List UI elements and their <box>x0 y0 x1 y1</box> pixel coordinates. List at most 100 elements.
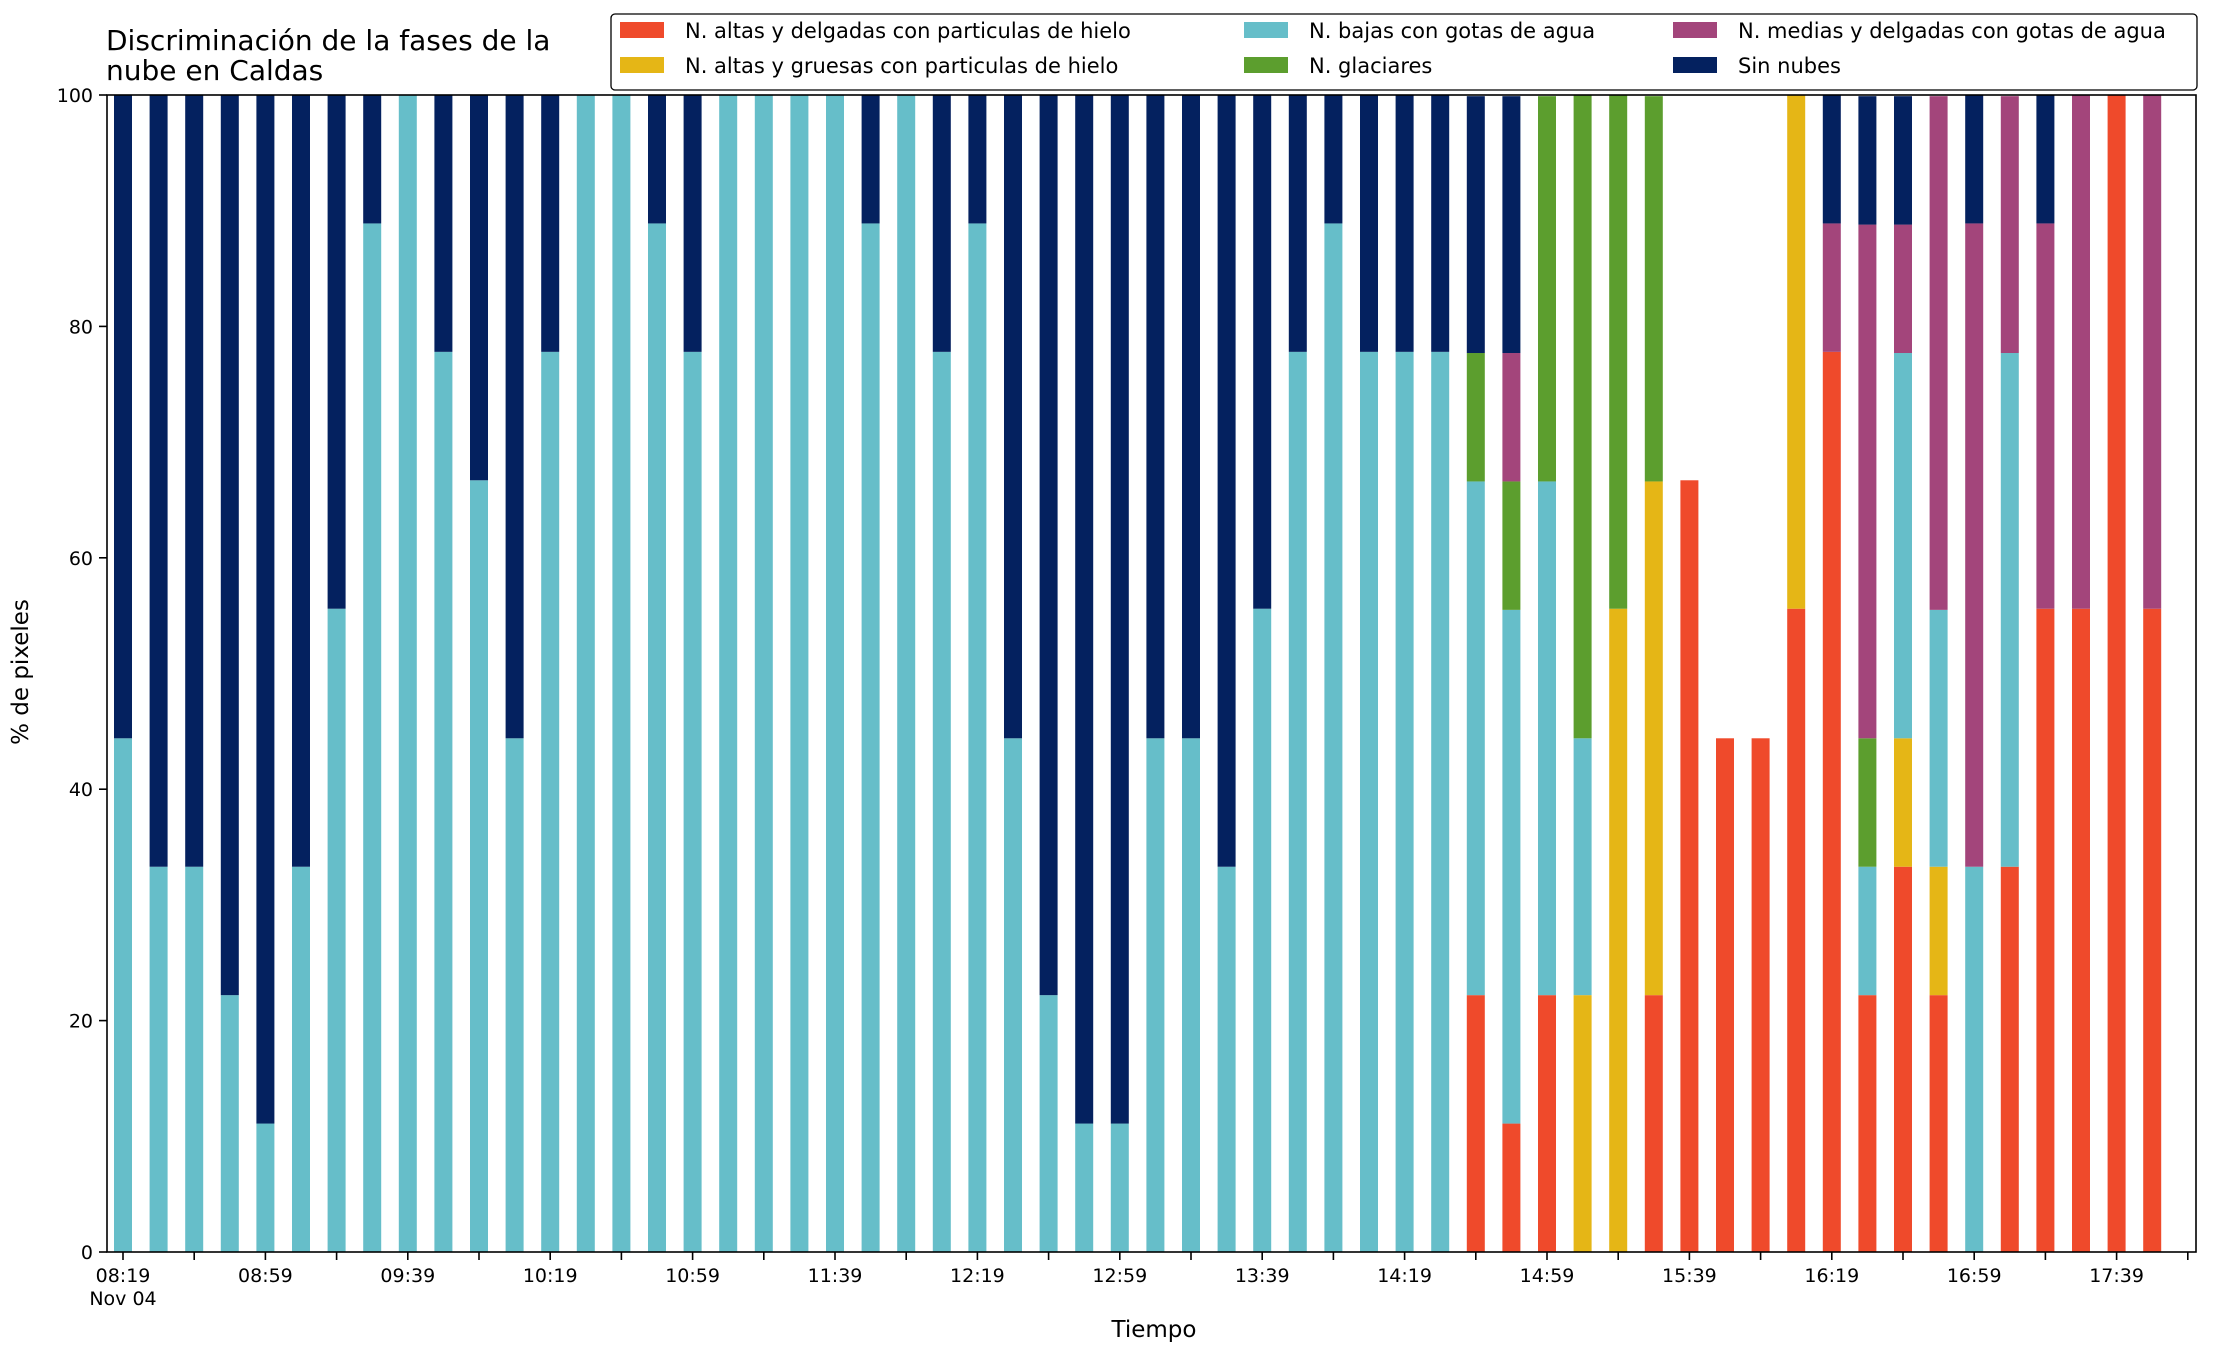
bar-segment <box>932 95 951 352</box>
bar-segment <box>2036 608 2055 1252</box>
bar-segment <box>1822 351 1841 1253</box>
bar-segment <box>1858 866 1877 996</box>
bar-segment <box>1466 481 1485 996</box>
legend-swatch <box>620 57 664 73</box>
legend-label: Sin nubes <box>1738 54 1841 78</box>
bar-segment <box>1858 96 1877 225</box>
bar-segment <box>1894 866 1912 1252</box>
x-tick-label: 10:59 <box>665 1265 720 1287</box>
legend-box <box>610 13 2198 91</box>
bar-segment <box>1573 95 1592 739</box>
bar-segment <box>1502 1123 1521 1252</box>
bar-segment <box>2000 96 2019 354</box>
bar-segment <box>1288 351 1307 1253</box>
bar-segment <box>2072 95 2090 609</box>
legend-item: N. glaciares <box>1244 54 1432 78</box>
bar-segment <box>220 995 239 1252</box>
x-tick-label: 16:19 <box>1804 1265 1859 1287</box>
bar-segment <box>1894 353 1912 739</box>
bar-segment <box>470 95 488 481</box>
bar-segment <box>1146 738 1165 1252</box>
bar-segment <box>363 223 382 1253</box>
bar-segment <box>149 866 168 1252</box>
bar-segment <box>968 95 987 224</box>
bar-segment <box>1751 738 1770 1252</box>
x-tick-sublabel: Nov 04 <box>89 1288 156 1310</box>
bar-segment <box>1466 353 1485 482</box>
bar-segment <box>1716 738 1734 1252</box>
bar-segment <box>1502 481 1521 610</box>
bar-segment <box>576 95 595 1252</box>
bar-segment <box>612 95 631 1252</box>
bar-segment <box>790 95 809 1252</box>
bar-segment <box>256 1123 275 1252</box>
bar-segment <box>327 608 346 1252</box>
bar-segment <box>683 95 702 352</box>
bar-segment <box>292 866 310 1252</box>
bar-segment <box>434 95 453 352</box>
legend-label: N. altas y gruesas con particulas de hie… <box>685 54 1118 78</box>
bar-segment <box>220 95 239 996</box>
x-tick-label: 08:59 <box>238 1265 293 1287</box>
bar-segment <box>149 95 168 867</box>
x-axis-label: Tiempo <box>1111 1317 1197 1343</box>
bar-segment <box>648 95 666 224</box>
bar-segment <box>2000 866 2019 1252</box>
x-tick-label: 12:19 <box>950 1265 1005 1287</box>
bar-segment <box>1502 609 1521 1124</box>
y-axis: 0 20 40 60 80 100 <box>57 85 107 1264</box>
bar-segment <box>1644 481 1663 996</box>
bar-segment <box>541 351 560 1253</box>
bar-segment <box>897 95 916 1252</box>
legend-item: N. bajas con gotas de agua <box>1244 19 1595 43</box>
bar-segment <box>648 223 666 1253</box>
bar-segment <box>185 866 204 1252</box>
bar-segment <box>1965 95 1984 224</box>
bar-segment <box>1110 95 1129 1124</box>
x-tick-label: 11:39 <box>808 1265 863 1287</box>
bar-segment <box>1039 995 1058 1252</box>
legend-label: N. altas y delgadas con particulas de hi… <box>685 19 1131 43</box>
bar-segment <box>754 95 773 1252</box>
legend-item: Sin nubes <box>1673 54 1841 78</box>
x-tick-label: 16:59 <box>1947 1265 2002 1287</box>
legend-swatch <box>1673 22 1717 38</box>
bar-segment <box>434 351 453 1253</box>
bar-segment <box>470 480 488 1252</box>
bar-segment <box>1324 223 1343 1253</box>
chart-title-line: Discriminación de la fases de la <box>106 24 550 57</box>
bar-segment <box>1110 1123 1129 1252</box>
bar-segment <box>363 95 382 224</box>
bar-segment <box>1822 95 1841 224</box>
legend-label: N. medias y delgadas con gotas de agua <box>1738 19 2166 43</box>
bar-segment <box>1182 95 1200 739</box>
bar-segment <box>1929 609 1948 867</box>
bar-segment <box>1253 608 1272 1252</box>
bar-segment <box>2036 95 2055 224</box>
bar-segment <box>398 95 417 1252</box>
bar-segment <box>1787 95 1806 609</box>
bar-segment <box>2143 95 2162 609</box>
y-tick-label: 0 <box>81 1242 93 1264</box>
bar-segment <box>1609 608 1628 1252</box>
bar-segment <box>2000 353 2019 867</box>
legend-label: N. glaciares <box>1309 54 1432 78</box>
bar-segment <box>861 223 880 1253</box>
bar-segment <box>1894 96 1912 225</box>
bar-segment <box>1502 353 1521 482</box>
bar-segment <box>1395 95 1414 352</box>
y-tick-label: 20 <box>69 1011 93 1033</box>
x-tick-label: 12:59 <box>1092 1265 1147 1287</box>
legend-swatch <box>1244 22 1288 38</box>
bar-segment <box>327 95 346 609</box>
bar-segment <box>1253 95 1272 609</box>
bar-segment <box>1929 866 1948 996</box>
bar-segment <box>505 95 524 739</box>
legend-label: N. bajas con gotas de agua <box>1309 19 1595 43</box>
bar-segment <box>719 95 738 1252</box>
bar-segment <box>826 95 844 1252</box>
y-tick-label: 80 <box>69 316 93 338</box>
bar-segment <box>1858 995 1877 1252</box>
bar-segment <box>114 95 132 739</box>
